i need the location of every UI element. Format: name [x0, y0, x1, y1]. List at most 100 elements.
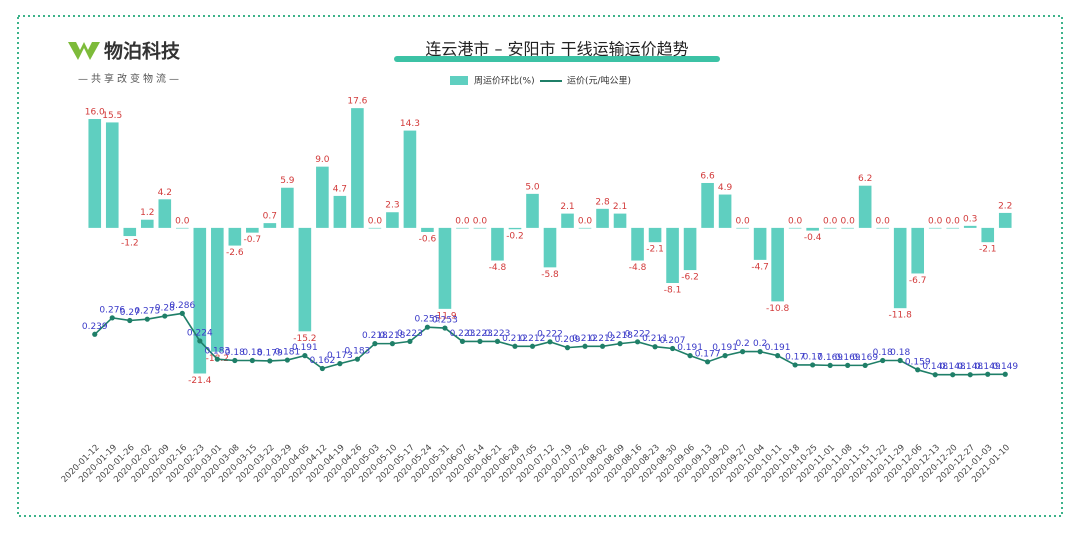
price-label: 0.253 [432, 316, 458, 326]
bar [683, 227, 697, 271]
price-point [529, 343, 536, 349]
bar-label: 0.0 [175, 216, 190, 226]
bar-label: -0.4 [804, 233, 822, 243]
price-label: 0.212 [572, 334, 598, 344]
bar [701, 182, 714, 228]
price-point [214, 356, 220, 362]
price-point [144, 316, 150, 322]
bar [666, 227, 679, 284]
price-point [757, 349, 763, 355]
bar-label: 4.9 [718, 183, 733, 193]
price-point [267, 358, 273, 364]
price-point [372, 341, 378, 347]
bar [491, 227, 504, 261]
price-point [424, 324, 431, 330]
bar [456, 227, 469, 229]
price-point [564, 345, 571, 351]
price-label: 0.286 [169, 301, 195, 311]
bar [421, 227, 434, 232]
price-label: 0.207 [660, 336, 686, 346]
bar-label: -0.6 [419, 234, 437, 244]
price-point [232, 357, 238, 364]
bar [228, 227, 242, 246]
bar-label: 0.0 [840, 216, 855, 226]
bar [631, 227, 644, 261]
logo-slogan: —共享改变物流— [78, 72, 182, 85]
price-label: 0.18 [890, 348, 910, 358]
price-point [687, 353, 693, 359]
price-point [722, 353, 728, 359]
bar [981, 227, 995, 243]
bar-label: 5.9 [280, 176, 295, 186]
bar-label: -11.8 [889, 311, 913, 321]
bar-label: 16.0 [85, 108, 105, 118]
price-label: 0.148 [957, 362, 983, 372]
price-label: 0.211 [642, 334, 668, 344]
bar [211, 227, 224, 352]
border [17, 15, 1063, 517]
price-label: 0.223 [467, 329, 493, 339]
price-point [197, 338, 203, 344]
price-point [810, 362, 816, 368]
price-point [669, 345, 676, 352]
bar-label: 14.3 [400, 119, 420, 129]
bar [648, 227, 662, 243]
bar-label: -4.8 [489, 263, 507, 273]
price-label: 0.223 [397, 329, 423, 339]
price-point [109, 315, 115, 321]
bar [246, 227, 259, 233]
price-label: 0.149 [975, 362, 1001, 372]
price-point [827, 362, 833, 368]
bar-label: 0.0 [823, 216, 838, 226]
bar-label: 9.0 [315, 155, 330, 165]
bar-label: -6.7 [909, 276, 927, 286]
price-point [547, 339, 553, 345]
price-point [337, 361, 343, 367]
bar-label: -15.2 [293, 334, 316, 344]
bar [823, 227, 837, 229]
bar [963, 225, 977, 228]
price-point [985, 371, 991, 377]
bar-label: 2.8 [595, 197, 610, 207]
price-label: 0.169 [835, 353, 861, 363]
bar-label: 0.0 [946, 216, 961, 226]
price-point [652, 344, 658, 350]
price-point [162, 313, 168, 319]
bar-label: 0.0 [578, 216, 593, 226]
bar-label: -11.9 [433, 311, 457, 321]
price-label: 0.273 [134, 307, 160, 317]
price-point [512, 343, 518, 349]
price-label: 0.148 [940, 362, 966, 372]
price-label: 0.183 [204, 347, 230, 357]
price-label: 0.191 [677, 343, 703, 353]
bar-label: 0.0 [735, 216, 750, 226]
price-point [915, 367, 921, 373]
bar [561, 213, 574, 228]
bar [333, 195, 347, 228]
price-label: 0.173 [327, 351, 353, 361]
bar [806, 227, 819, 231]
price-label: 0.255 [415, 315, 441, 325]
bar-label: 4.7 [333, 184, 347, 194]
price-label: 0.169 [817, 353, 843, 363]
price-label: 0.218 [607, 331, 633, 341]
bar-label: -2.6 [226, 248, 244, 258]
bar [123, 227, 137, 237]
bar-label: -2.1 [646, 245, 664, 255]
price-point [932, 372, 938, 378]
price-label: 0.239 [82, 322, 108, 332]
bar [911, 227, 925, 274]
price-point [582, 343, 588, 349]
price-label: 0.162 [309, 356, 335, 366]
bar [351, 108, 364, 228]
logo-icon [68, 42, 100, 60]
bar [281, 187, 294, 228]
price-point [494, 338, 501, 344]
price-point [845, 362, 851, 368]
price-label: 0.159 [905, 357, 931, 367]
bar-label: -0.7 [244, 235, 262, 245]
price-point [1002, 371, 1008, 377]
bar-label: -1.2 [121, 239, 139, 249]
price-point [792, 362, 798, 368]
